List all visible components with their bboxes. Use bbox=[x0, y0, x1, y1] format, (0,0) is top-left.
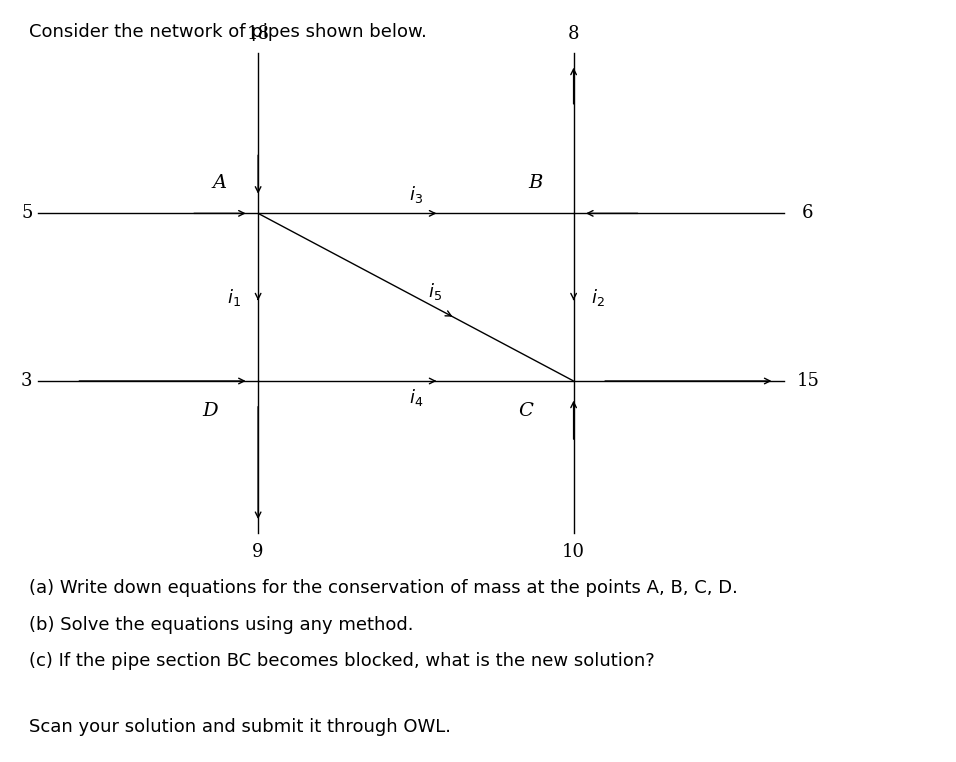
Text: $i_2$: $i_2$ bbox=[591, 287, 604, 308]
Text: (a) Write down equations for the conservation of mass at the points A, B, C, D.: (a) Write down equations for the conserv… bbox=[29, 579, 738, 597]
Text: 5: 5 bbox=[21, 204, 33, 223]
Text: 18: 18 bbox=[247, 25, 270, 43]
Text: 6: 6 bbox=[802, 204, 814, 223]
Text: 10: 10 bbox=[562, 543, 585, 562]
Text: 15: 15 bbox=[796, 372, 819, 390]
Text: $i_3$: $i_3$ bbox=[409, 184, 423, 205]
Text: A: A bbox=[213, 174, 227, 192]
Text: $i_4$: $i_4$ bbox=[409, 387, 423, 408]
Text: $i_1$: $i_1$ bbox=[228, 287, 241, 308]
Text: C: C bbox=[518, 402, 533, 421]
Text: 3: 3 bbox=[21, 372, 33, 390]
Text: (c) If the pipe section BC becomes blocked, what is the new solution?: (c) If the pipe section BC becomes block… bbox=[29, 652, 655, 671]
Text: (b) Solve the equations using any method.: (b) Solve the equations using any method… bbox=[29, 616, 413, 634]
Text: D: D bbox=[203, 402, 218, 421]
Text: Consider the network of pipes shown below.: Consider the network of pipes shown belo… bbox=[29, 23, 426, 41]
Text: $i_5$: $i_5$ bbox=[428, 280, 442, 302]
Text: 8: 8 bbox=[568, 25, 579, 43]
Text: Scan your solution and submit it through OWL.: Scan your solution and submit it through… bbox=[29, 718, 450, 736]
Text: B: B bbox=[528, 174, 543, 192]
Text: 9: 9 bbox=[252, 543, 264, 562]
